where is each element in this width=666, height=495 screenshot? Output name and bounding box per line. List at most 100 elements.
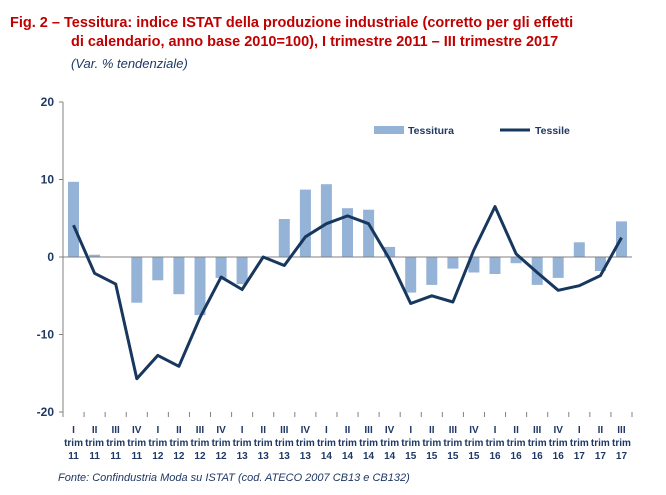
x-tick-label-year: 17: [595, 451, 607, 462]
x-tick-label-year: 11: [131, 451, 142, 462]
x-tick-label-quarter: II: [513, 425, 519, 436]
x-tick-label-trim: trim: [401, 438, 420, 449]
x-tick-label-year: 11: [110, 451, 121, 462]
x-tick-label-year: 11: [68, 451, 79, 462]
bar-tessitura: [447, 257, 459, 269]
x-tick-label-quarter: I: [494, 425, 497, 436]
x-tick-label-trim: trim: [380, 438, 399, 449]
bar-tessitura: [152, 257, 164, 281]
title-line-2: di calendario, anno base 2010=100), I tr…: [71, 34, 559, 50]
x-tick-label-trim: trim: [507, 438, 526, 449]
x-tick-label-quarter: I: [325, 425, 328, 436]
x-tick-label-quarter: I: [578, 425, 581, 436]
tick-labels: 20100-10-20Itrim11IItrim11IIItrim11IVtri…: [37, 95, 631, 462]
x-tick-label-trim: trim: [549, 438, 568, 449]
x-tick-label-year: 14: [342, 451, 354, 462]
line-series-tessile: [72, 205, 623, 381]
x-tick-label-year: 14: [363, 451, 375, 462]
x-tick-label-trim: trim: [591, 438, 610, 449]
chart-title: Fig. 2 – Tessitura: indice ISTAT della p…: [10, 14, 650, 52]
x-tick-label-trim: trim: [528, 438, 547, 449]
x-tick-label-year: 13: [279, 451, 291, 462]
x-tick-label-quarter: II: [429, 425, 435, 436]
axes: [59, 101, 633, 417]
x-tick-label-trim: trim: [570, 438, 589, 449]
x-tick-label-year: 15: [468, 451, 480, 462]
x-tick-label-quarter: III: [196, 425, 205, 436]
x-tick-label-trim: trim: [169, 438, 188, 449]
bar-tessitura: [510, 257, 522, 264]
bar-tessitura: [194, 257, 206, 316]
bar-tessitura: [363, 209, 375, 257]
bar-tessitura: [594, 257, 606, 271]
bar-tessitura: [489, 257, 501, 274]
y-tick-label: 0: [47, 250, 54, 264]
x-tick-label-quarter: IV: [132, 425, 142, 436]
bar-series-tessitura: [68, 181, 627, 316]
line-tessile: [72, 205, 623, 381]
x-tick-label-trim: trim: [612, 438, 631, 449]
bar-tessitura: [89, 254, 101, 257]
y-tick-label: 20: [41, 95, 55, 109]
bar-tessitura: [426, 257, 438, 285]
x-tick-label-year: 16: [489, 451, 501, 462]
x-tick-label-year: 17: [574, 451, 586, 462]
x-tick-label-year: 13: [300, 451, 312, 462]
x-tick-label-year: 16: [532, 451, 544, 462]
x-tick-label-year: 17: [616, 451, 628, 462]
x-tick-label-quarter: III: [112, 425, 121, 436]
x-tick-label-quarter: IV: [301, 425, 311, 436]
legend: Tessitura Tessile: [374, 125, 570, 137]
x-tick-label-trim: trim: [106, 438, 125, 449]
x-tick-label-quarter: II: [92, 425, 98, 436]
x-tick-label-year: 16: [553, 451, 565, 462]
x-tick-label-quarter: III: [364, 425, 373, 436]
x-tick-label-quarter: IV: [554, 425, 564, 436]
x-tick-label-trim: trim: [85, 438, 104, 449]
x-tick-label-year: 12: [173, 451, 185, 462]
x-tick-label-quarter: I: [241, 425, 244, 436]
x-tick-label-quarter: III: [449, 425, 458, 436]
x-tick-label-trim: trim: [212, 438, 231, 449]
x-tick-label-year: 12: [215, 451, 227, 462]
x-tick-label-year: 16: [511, 451, 523, 462]
legend-swatch-tessitura: [374, 126, 404, 134]
legend-label-tessile: Tessile: [535, 125, 570, 137]
bar-tessitura: [215, 257, 227, 278]
x-tick-label-quarter: I: [409, 425, 412, 436]
x-tick-label-year: 15: [426, 451, 438, 462]
bar-tessitura: [131, 257, 143, 303]
x-tick-label-quarter: III: [280, 425, 289, 436]
x-tick-label-year: 15: [405, 451, 417, 462]
x-tick-label-year: 13: [258, 451, 270, 462]
y-tick-label: -20: [37, 405, 55, 419]
x-tick-label-quarter: II: [345, 425, 351, 436]
bar-tessitura: [384, 246, 396, 257]
bar-tessitura: [68, 181, 79, 257]
x-tick-label-quarter: II: [598, 425, 604, 436]
bar-tessitura: [173, 257, 185, 295]
x-tick-label-quarter: IV: [469, 425, 479, 436]
bar-tessitura: [468, 257, 480, 273]
source-note: Fonte: Confindustria Moda su ISTAT (cod.…: [58, 472, 410, 484]
x-tick-label-year: 15: [447, 451, 459, 462]
x-tick-label-year: 11: [89, 451, 100, 462]
x-tick-label-quarter: I: [156, 425, 159, 436]
title-line-1: Fig. 2 – Tessitura: indice ISTAT della p…: [10, 15, 574, 31]
x-tick-label-year: 13: [237, 451, 249, 462]
x-tick-label-trim: trim: [191, 438, 210, 449]
x-tick-label-trim: trim: [464, 438, 483, 449]
x-tick-label-year: 14: [384, 451, 396, 462]
x-tick-label-trim: trim: [359, 438, 378, 449]
bar-tessitura: [236, 257, 248, 285]
x-tick-label-trim: trim: [127, 438, 146, 449]
x-tick-label-trim: trim: [443, 438, 462, 449]
bar-tessitura: [320, 184, 332, 257]
x-tick-label-quarter: I: [72, 425, 75, 436]
bar-tessitura: [342, 208, 353, 257]
x-tick-label-trim: trim: [275, 438, 294, 449]
x-tick-label-year: 14: [321, 451, 333, 462]
legend-label-tessitura: Tessitura: [408, 125, 454, 137]
x-tick-label-trim: trim: [317, 438, 336, 449]
x-tick-label-year: 12: [194, 451, 206, 462]
